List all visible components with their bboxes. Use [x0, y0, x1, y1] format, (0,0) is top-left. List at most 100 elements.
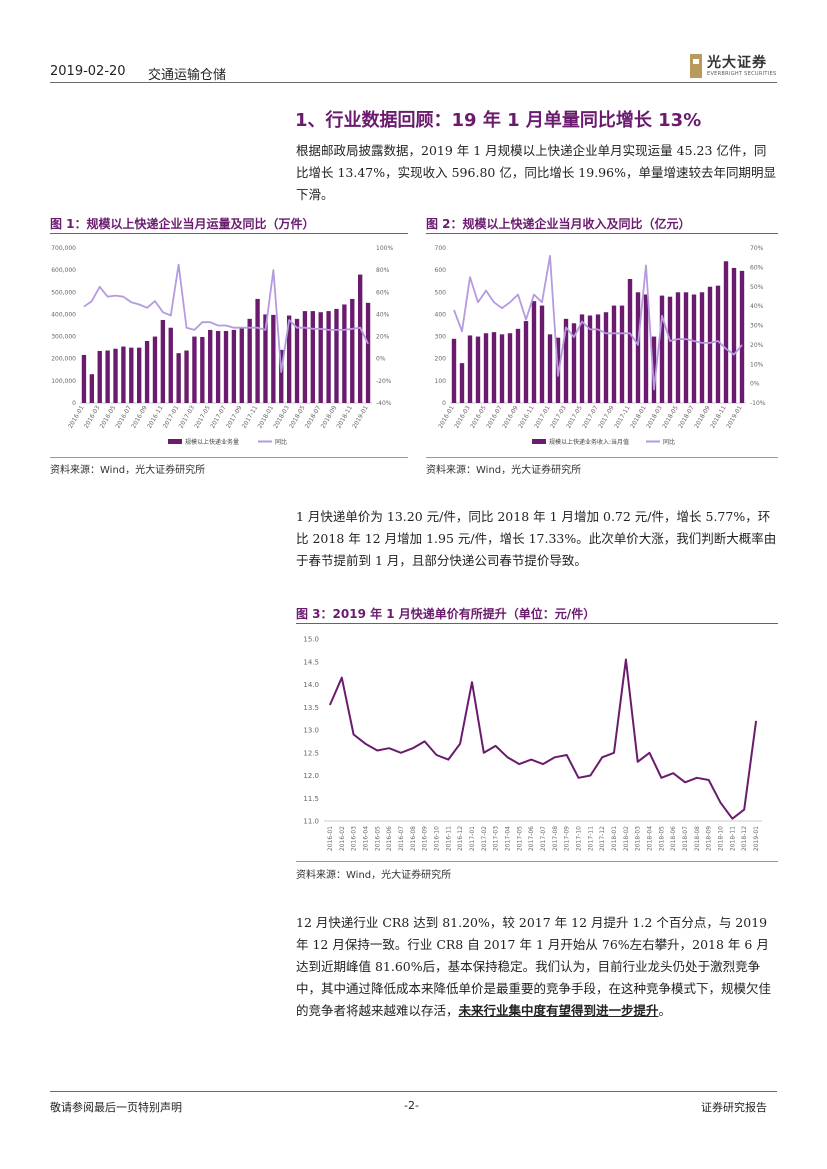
- y-left-tick-label: 700: [435, 245, 447, 252]
- x-tick-label: 2018-04: [647, 826, 654, 851]
- x-tick-label: 2016-01: [327, 826, 334, 851]
- y-right-tick-label: 30%: [750, 323, 764, 330]
- bar: [483, 333, 489, 403]
- bar: [699, 292, 705, 403]
- y-left-tick-label: 400: [435, 311, 447, 318]
- bar: [334, 308, 339, 403]
- bar: [547, 334, 553, 403]
- x-tick-label: 2017-12: [599, 826, 606, 851]
- logo-mark-icon: [690, 54, 702, 78]
- x-tick-label: 2016-12: [457, 826, 464, 851]
- y-right-tick-label: -40%: [376, 400, 392, 407]
- y-right-tick-label: 80%: [376, 267, 390, 274]
- y-left-tick-label: 200: [435, 356, 447, 363]
- bar: [342, 304, 347, 403]
- x-tick-label: 2018-05: [658, 826, 665, 851]
- bar: [365, 302, 371, 403]
- figure-2-chart: 700 600 500 400 300 200 100 0 70% 60% 50% 40% 30% 20%…: [435, 245, 766, 446]
- bar: [459, 363, 465, 403]
- bar: [215, 331, 221, 403]
- bar: [160, 319, 166, 403]
- bar: [635, 292, 641, 403]
- bar: [523, 321, 529, 403]
- y-right-tick-label: 100%: [376, 245, 393, 252]
- report-sector: 交通运输仓储: [148, 68, 227, 83]
- bar: [89, 374, 95, 403]
- x-tick-label: 2017-09: [564, 826, 571, 851]
- legend-label-bar: 规模以上快递业务收入:当月值: [549, 438, 629, 446]
- x-tick-label: 2016-04: [362, 826, 369, 851]
- x-tick-label: 2016-02: [339, 826, 346, 851]
- bar: [451, 338, 457, 403]
- bar: [318, 312, 323, 403]
- x-tick-label: 2018-07: [682, 826, 689, 851]
- paragraph-3-end: 。: [658, 1003, 672, 1018]
- bar: [571, 323, 577, 403]
- x-tick-label: 2017-07: [540, 826, 547, 851]
- bar: [531, 301, 537, 403]
- bar: [579, 314, 585, 403]
- bar: [683, 292, 689, 403]
- y-left-tick-label: 0: [72, 400, 76, 407]
- footer-report-type: 证券研究报告: [701, 1101, 767, 1114]
- bar: [208, 329, 213, 403]
- bar: [603, 312, 609, 403]
- report-date: 2019-02-20: [50, 64, 126, 79]
- y-right-tick-label: 20%: [750, 342, 764, 349]
- paragraph-3-text: 12 月快递行业 CR8 达到 81.20%，较 2017 年 12 月提升 1…: [296, 915, 772, 1018]
- bar: [667, 296, 673, 403]
- x-tick-label: 2016-11: [445, 826, 452, 851]
- bar: [231, 329, 237, 403]
- y-right-tick-label: 40%: [376, 311, 390, 318]
- bar: [168, 327, 173, 403]
- figure-1-chart: 700,000 600,000 500,000 400,000 300,000 200,0…: [51, 245, 393, 446]
- logo-text-en: EVERBRIGHT SECURITIES: [707, 71, 777, 77]
- y-left-tick-label: 700,000: [51, 245, 76, 252]
- figure-2-rule: [426, 233, 778, 234]
- x-tick-label: 2018-08: [694, 826, 701, 851]
- x-tick-label: 2017-06: [528, 826, 535, 851]
- x-tick-label: 2019-01: [725, 404, 744, 429]
- bar: [723, 261, 729, 403]
- bar: [121, 346, 126, 403]
- logo-text-cn: 光大证券: [707, 55, 767, 71]
- bar: [659, 295, 665, 403]
- bar: [176, 353, 181, 403]
- paragraph-3-emphasis: 未来行业集中度有望得到进一步提升: [458, 1003, 659, 1018]
- x-tick-label: 2017-03: [493, 826, 500, 851]
- series-line-yoy: [453, 254, 743, 391]
- bar: [627, 279, 633, 403]
- bar: [192, 336, 197, 403]
- figure-3-title: 图 3：2019 年 1 月快递单价有所提升（单位：元/件）: [296, 607, 596, 621]
- y-right-tick-label: -20%: [376, 378, 392, 385]
- legend-label-line: 同比: [663, 438, 675, 446]
- figure-1-source: 资料来源：Wind，光大证券研究所: [50, 465, 206, 476]
- figure-2-bottom-rule: [426, 457, 778, 458]
- x-tick-label: 2017-01: [469, 826, 476, 851]
- figure-3-source: 资料来源：Wind，光大证券研究所: [296, 870, 452, 881]
- bar: [643, 294, 649, 403]
- legend-label-line: 同比: [275, 438, 287, 446]
- bar: [137, 347, 142, 403]
- bar: [595, 314, 601, 403]
- y-tick-label: 12.5: [303, 749, 319, 757]
- bar: [81, 354, 87, 403]
- bar: [475, 336, 481, 403]
- y-tick-label: 11.5: [303, 795, 319, 803]
- bar: [467, 335, 473, 403]
- y-left-tick-label: 200,000: [51, 356, 76, 363]
- bar: [271, 314, 276, 403]
- bar: [184, 350, 189, 403]
- x-tick-label: 2018-11: [729, 826, 736, 851]
- y-tick-label: 13.0: [303, 727, 319, 735]
- bar: [113, 348, 118, 403]
- bar: [97, 350, 102, 403]
- y-right-tick-label: 0%: [750, 381, 760, 388]
- footer-disclaimer: 敬请参阅最后一页特别声明: [50, 1101, 182, 1114]
- figure-3-bottom-rule: [296, 861, 778, 862]
- y-tick-label: 15.0: [303, 636, 319, 644]
- bar: [294, 318, 300, 403]
- y-left-tick-label: 100: [435, 378, 447, 385]
- figure-2-title: 图 2：规模以上快递企业当月收入及同比（亿元）: [426, 217, 691, 231]
- y-left-tick-label: 300: [435, 334, 447, 341]
